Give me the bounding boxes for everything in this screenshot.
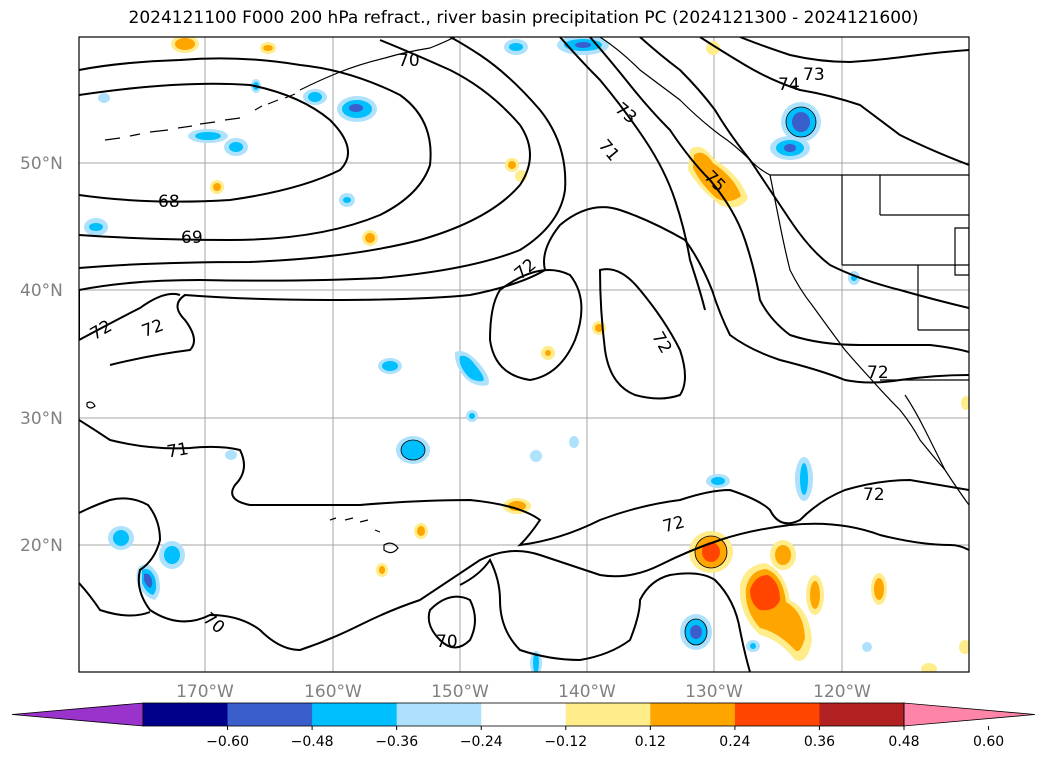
contour-label: 70 (436, 632, 458, 652)
coastlines (86, 37, 969, 554)
colorbar-swatch (312, 703, 398, 726)
colorbar-swatch (396, 703, 482, 726)
longitude-labels: 170°W 160°W 150°W 140°W 130°W 120°W (176, 682, 871, 702)
contour-label: 69 (181, 228, 203, 248)
colorbar-tick-label: −0.24 (460, 734, 503, 750)
lon-label: 160°W (304, 682, 362, 702)
lat-label: 20°N (20, 536, 63, 556)
lon-label: 170°W (176, 682, 234, 702)
lat-label: 40°N (20, 281, 63, 301)
lon-label: 150°W (431, 682, 489, 702)
colorbar: −0.60 −0.48 −0.36 −0.24 −0.12 0.12 0.24 0.36 0.4… (11, 702, 1036, 750)
gridlines (79, 37, 969, 672)
colorbar-extend-high (903, 702, 1036, 727)
contour-label: 74 (778, 75, 800, 95)
contour-label: 72 (863, 485, 885, 505)
colorbar-tick-label: 0.48 (888, 734, 919, 750)
colorbar-swatch (227, 703, 313, 726)
colorbar-swatch (481, 703, 567, 726)
colorbar-tick-label: −0.60 (206, 734, 249, 750)
colorbar-tick-label: −0.36 (375, 734, 418, 750)
colorbar-tick-label: 0.36 (804, 734, 835, 750)
colorbar-swatch (734, 703, 820, 726)
lon-label: 140°W (558, 682, 616, 702)
lon-label: 120°W (813, 682, 871, 702)
colorbar-tick-label: −0.48 (291, 734, 334, 750)
colorbar-extend-low (11, 702, 144, 727)
contour-label: 73 (803, 65, 825, 85)
contour-label: 68 (158, 192, 180, 212)
colorbar-tick-label: 0.24 (719, 734, 750, 750)
colorbar-tick-label: 0.60 (973, 734, 1004, 750)
contour-label: 70 (398, 51, 420, 71)
contour-lines (79, 37, 969, 672)
contour-label: 71 (165, 439, 190, 462)
map-frame (78, 36, 970, 673)
shading-outlines (400, 106, 817, 646)
map-title: 2024121100 F000 200 hPa refract., river … (128, 8, 919, 28)
colorbar-outline (142, 702, 905, 727)
latitude-labels: 50°N 40°N 30°N 20°N (20, 154, 63, 556)
colorbar-swatch (650, 703, 736, 726)
colorbar-swatch (565, 703, 651, 726)
lon-label: 130°W (685, 682, 743, 702)
colorbar-swatch (143, 703, 229, 726)
lat-label: 30°N (20, 409, 63, 429)
colorbar-swatch (819, 703, 905, 726)
colorbar-tick-label: −0.12 (544, 734, 587, 750)
colorbar-tick-label: 0.12 (635, 734, 666, 750)
lat-label: 50°N (20, 154, 63, 174)
contour-label: 72 (867, 363, 889, 383)
